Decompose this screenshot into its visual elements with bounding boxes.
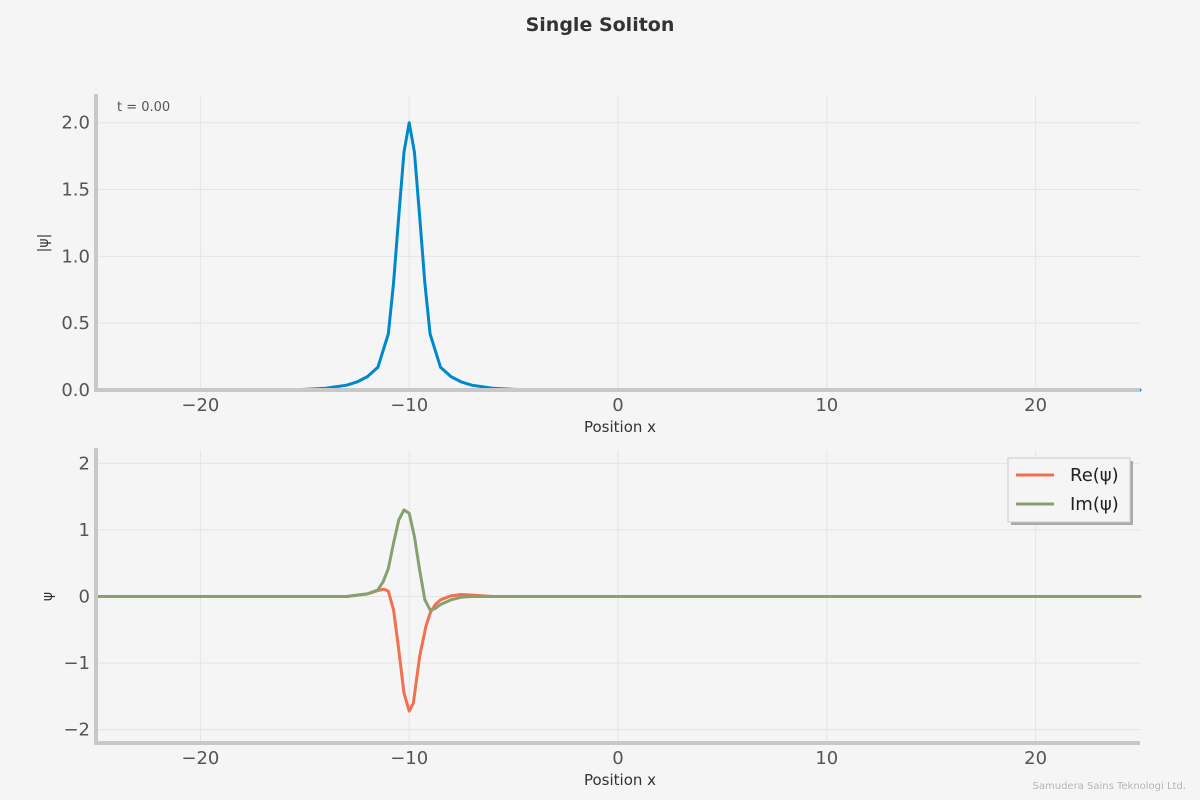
legend-label: Im(ψ): [1070, 494, 1119, 515]
y-tick-label: 1.5: [61, 180, 90, 201]
y-tick-label: 2: [79, 453, 90, 474]
x-tick-label: 10: [815, 748, 838, 769]
series-line-magnitude: [94, 121, 1142, 392]
y-tick-label: −1: [63, 653, 90, 674]
x-tick-label: −20: [181, 395, 219, 416]
x-tick-label: −10: [390, 748, 428, 769]
x-tick-label: 0: [612, 748, 623, 769]
y-tick-label: 0: [79, 587, 90, 608]
legend: Re(ψ) Im(ψ): [1007, 457, 1133, 525]
x-axis-label: Position x: [584, 771, 656, 789]
y-tick-label: 0.5: [61, 313, 90, 334]
time-annotation: t = 0.00: [117, 100, 170, 115]
x-tick-label: −20: [181, 748, 219, 769]
x-axis-label: Position x: [584, 418, 656, 436]
series-line-re: [94, 587, 1142, 713]
x-tick-label: 20: [1024, 748, 1047, 769]
watermark-text: Samudera Sains Teknologi Ltd.: [1032, 781, 1186, 792]
series-line-im: [94, 508, 1142, 612]
y-tick-label: 0.0: [61, 380, 90, 401]
y-tick-label: 1.0: [61, 246, 90, 267]
x-tick-label: 10: [815, 395, 838, 416]
x-tick-label: −10: [390, 395, 428, 416]
x-tick-label: 20: [1024, 395, 1047, 416]
y-axis-label: ψ: [40, 592, 56, 601]
legend-label: Re(ψ): [1070, 465, 1119, 486]
y-tick-label: 1: [79, 520, 90, 541]
x-tick-label: 0: [612, 395, 623, 416]
legend-box: [1007, 457, 1131, 523]
y-tick-label: 2.0: [61, 113, 90, 134]
chart-title: Single Soliton: [526, 14, 675, 36]
y-tick-label: −2: [63, 720, 90, 741]
y-axis-label: |ψ|: [36, 234, 52, 253]
top-panel-magnitude: −20 −10 0 10 20 0.0 0.5 1.0 1.5 2.0 Position x |ψ| t…: [36, 94, 1142, 436]
